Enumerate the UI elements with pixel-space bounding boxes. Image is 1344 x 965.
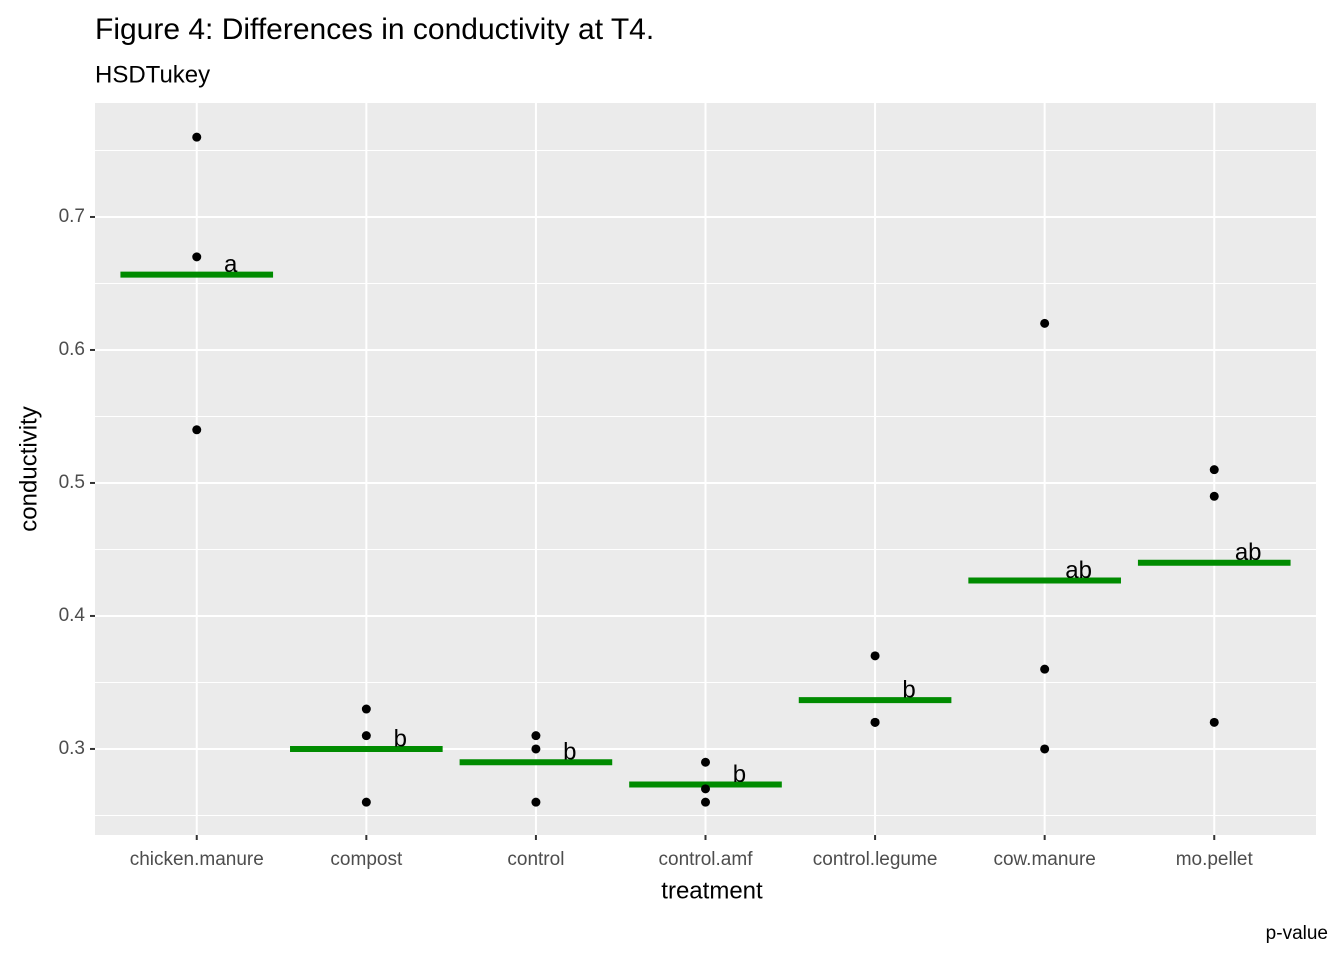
y-tick-label: 0.4	[59, 605, 86, 626]
y-tick-label: 0.6	[59, 339, 85, 360]
data-point	[531, 797, 541, 807]
data-point	[192, 252, 202, 262]
data-point	[701, 797, 710, 807]
chart-title: Figure 4: Differences in conductivity at…	[95, 13, 654, 46]
x-tick-label: control.amf	[659, 849, 754, 870]
data-point	[701, 757, 710, 767]
x-tick-label: cow.manure	[993, 849, 1095, 870]
group-letter: b	[394, 725, 407, 752]
data-point	[531, 744, 541, 754]
chart-subtitle: HSDTukey	[95, 61, 210, 88]
data-point	[1209, 465, 1219, 475]
group-letter: b	[902, 676, 915, 703]
group-letter: b	[563, 739, 576, 766]
x-axis-title: treatment	[661, 877, 763, 904]
data-point	[361, 797, 371, 807]
x-tick-label: control.legume	[813, 849, 938, 870]
data-point	[1209, 491, 1219, 501]
group-letter: ab	[1065, 557, 1092, 584]
y-axis-title: conductivity	[15, 406, 42, 531]
x-tick-label: mo.pellet	[1176, 849, 1254, 870]
data-point	[870, 717, 880, 727]
x-tick-label: control	[507, 849, 564, 870]
group-letter: ab	[1235, 539, 1262, 566]
group-letter: b	[733, 761, 746, 788]
data-point	[361, 731, 371, 741]
group-letter: a	[224, 251, 238, 278]
data-point	[1040, 744, 1050, 754]
data-point	[192, 425, 202, 435]
data-point	[361, 704, 371, 714]
x-tick-label: compost	[330, 849, 403, 870]
y-tick-label: 0.3	[59, 738, 85, 759]
data-point	[1040, 664, 1050, 674]
data-point	[531, 731, 541, 741]
data-point	[1209, 717, 1219, 727]
y-tick-label: 0.7	[59, 206, 85, 227]
data-point	[870, 651, 880, 661]
grid	[95, 103, 1316, 835]
y-tick-label: 0.5	[59, 472, 85, 493]
data-point	[701, 784, 710, 794]
caption: p-value	[1266, 923, 1328, 944]
data-point	[1040, 318, 1050, 328]
x-tick-label: chicken.manure	[130, 849, 264, 870]
data-point	[192, 132, 202, 142]
